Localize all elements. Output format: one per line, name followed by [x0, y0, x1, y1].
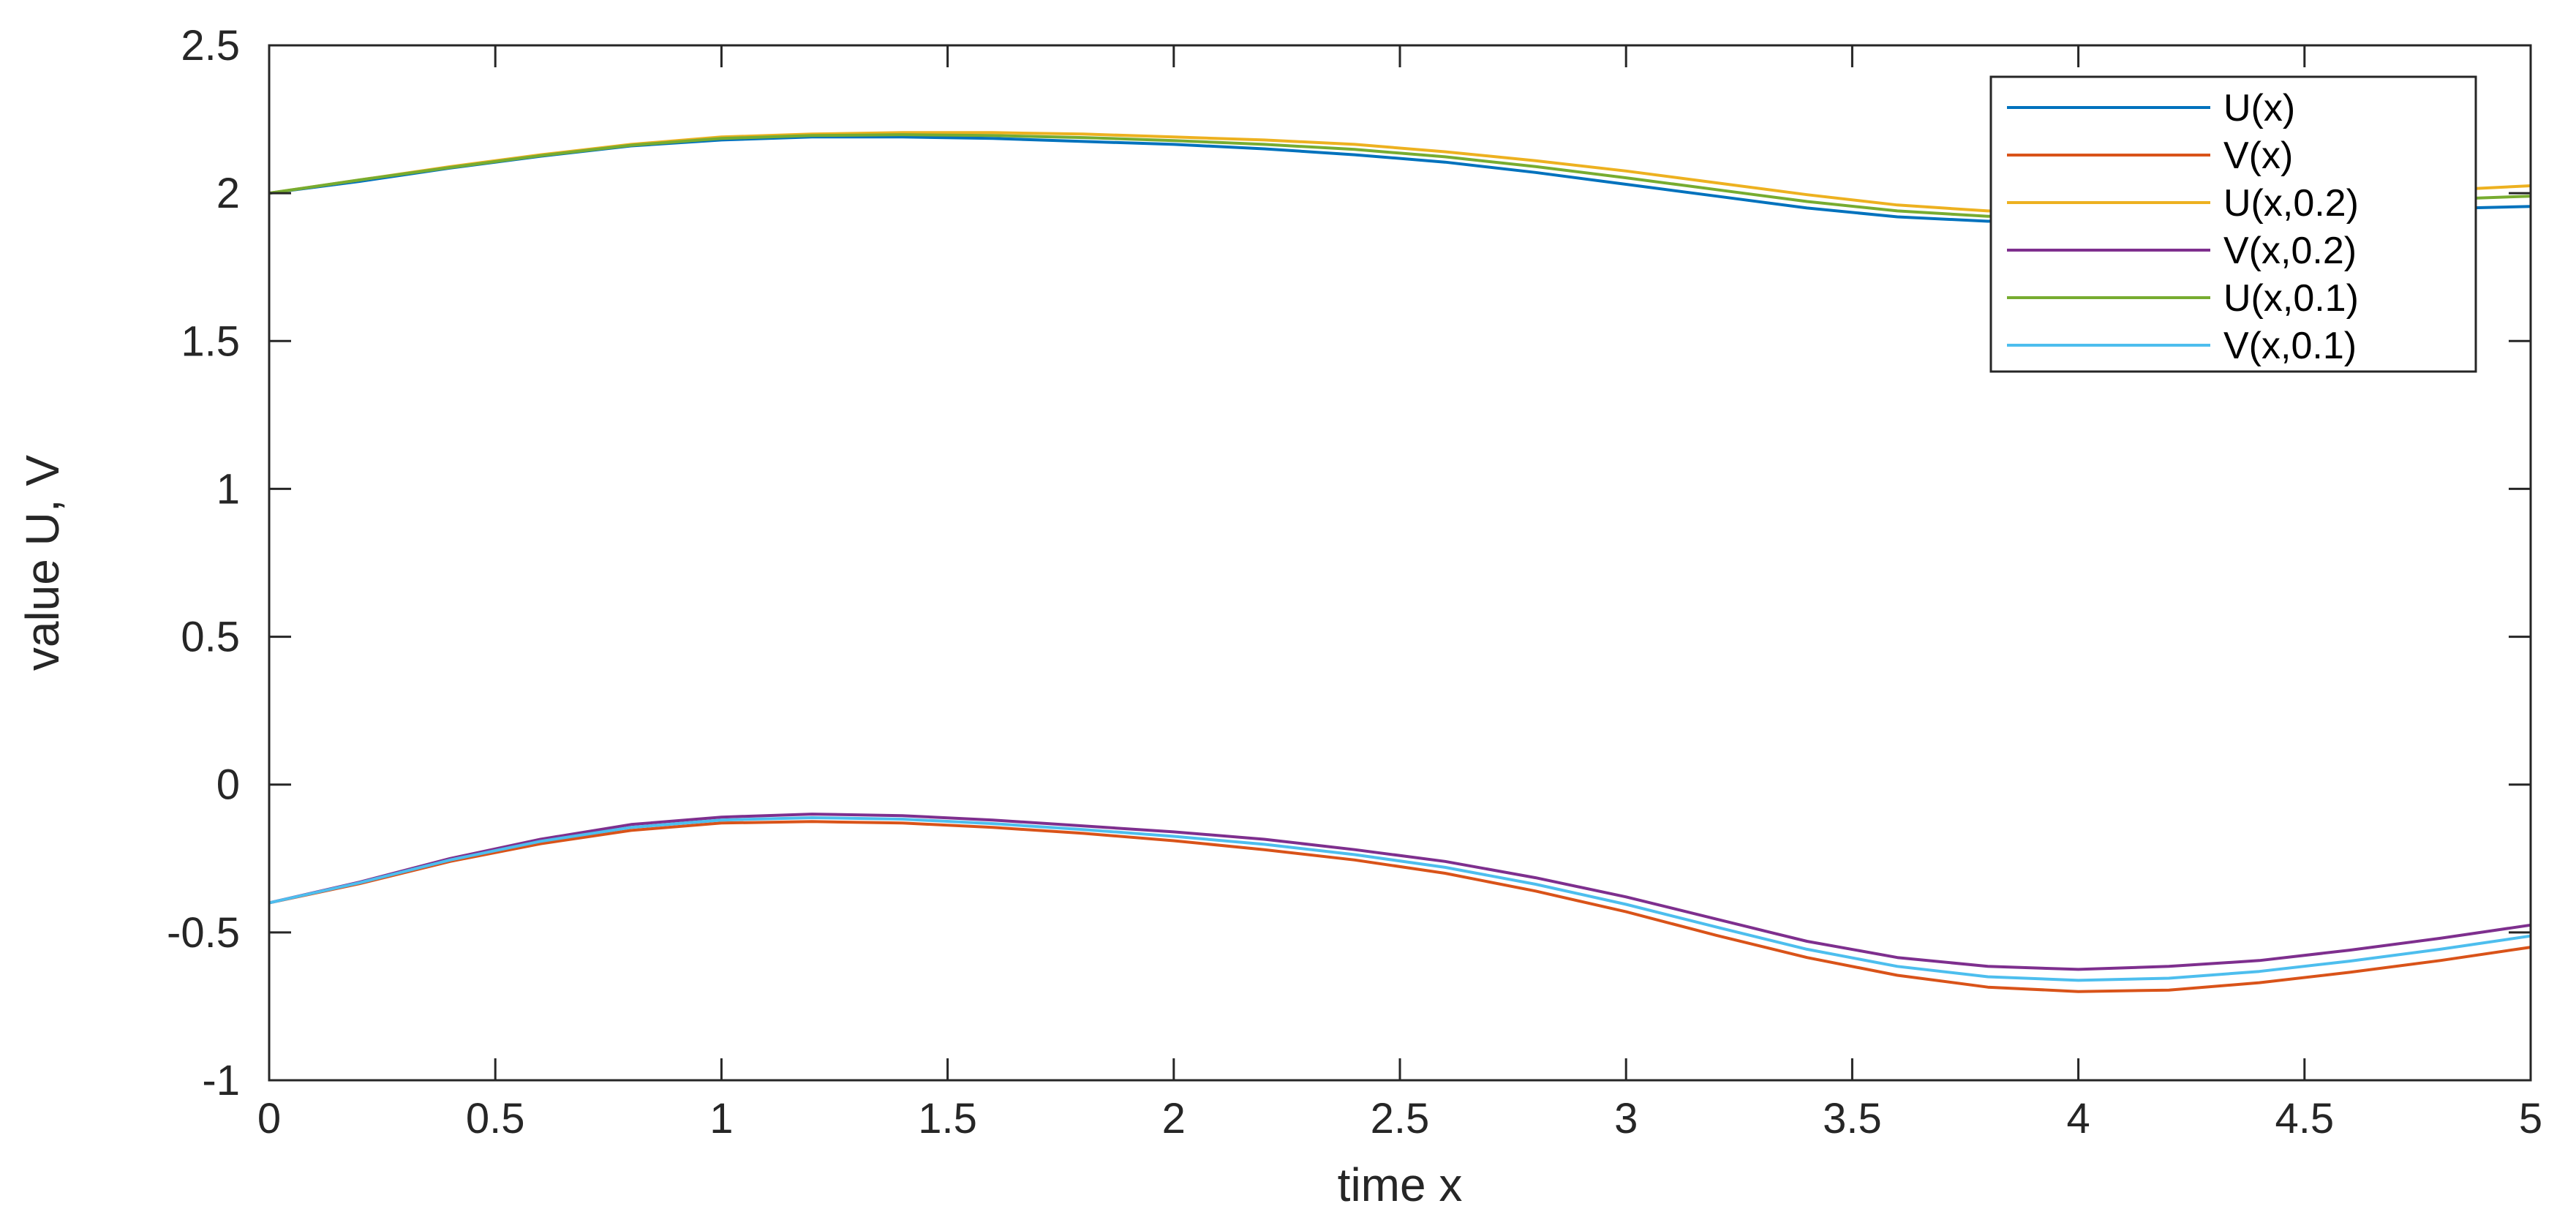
y-axis-label: value U, V [16, 455, 69, 671]
y-tick-label: -1 [202, 1057, 240, 1104]
x-tick-label: 5 [2519, 1095, 2542, 1142]
legend-label: U(x,0.2) [2223, 182, 2359, 225]
legend-label: V(x,0.2) [2223, 230, 2357, 272]
legend-label: V(x) [2223, 135, 2293, 177]
x-tick-label: 4 [2066, 1095, 2090, 1142]
y-tick-label: 1.5 [181, 317, 240, 365]
y-tick-label: 0.5 [181, 614, 240, 661]
legend-label: U(x) [2223, 87, 2295, 129]
ticks-layer: 0 0.5 1 1.5 2 2.5 3 3.5 4 4.5 5 -1 -0.5 0 0.5 1 1.5 2 2.5 [167, 22, 2542, 1142]
x-tick-label: 3.5 [1823, 1095, 1882, 1142]
series-line-4 [268, 813, 2531, 971]
legend-label: U(x,0.1) [2223, 277, 2359, 320]
legend-label: V(x,0.1) [2223, 325, 2357, 367]
y-tick-label: -0.5 [167, 909, 240, 957]
legend: U(x) V(x) U(x,0.2) V(x,0.2) U(x,0.1) V(x,0.1) [1989, 75, 2477, 373]
x-tick-label: 0 [257, 1095, 281, 1142]
series-line-6 [268, 816, 2531, 982]
y-tick-label: 0 [216, 761, 240, 809]
x-tick-label: 0.5 [466, 1095, 525, 1142]
series-line-2 [268, 820, 2531, 993]
x-tick-label: 4.5 [2275, 1095, 2334, 1142]
x-tick-label: 3 [1614, 1095, 1638, 1142]
y-tick-label: 2 [216, 170, 240, 217]
y-tick-label: 2.5 [181, 22, 240, 69]
series-layer [268, 131, 2531, 993]
x-tick-label: 2 [1162, 1095, 1186, 1142]
x-tick-label: 2.5 [1371, 1095, 1430, 1142]
x-axis-label: time x [1338, 1159, 1463, 1211]
x-tick-label: 1 [709, 1095, 733, 1142]
x-tick-label: 1.5 [918, 1095, 977, 1142]
legend-box [1989, 75, 2477, 373]
y-tick-label: 1 [216, 465, 240, 513]
